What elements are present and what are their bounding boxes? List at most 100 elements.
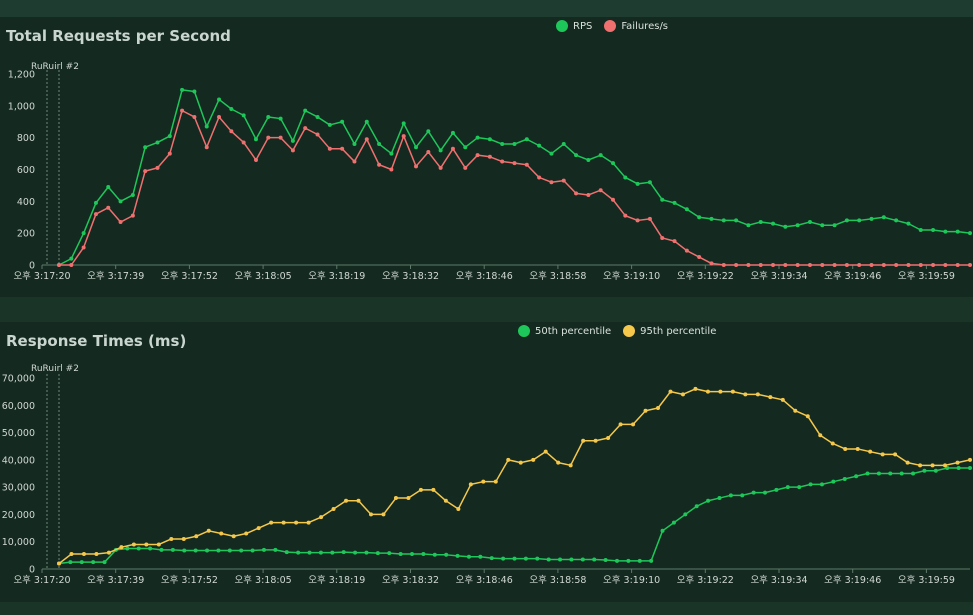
data-point bbox=[660, 528, 665, 533]
data-point bbox=[468, 482, 473, 487]
data-point bbox=[918, 227, 923, 232]
data-point bbox=[568, 463, 573, 468]
data-point bbox=[426, 149, 431, 154]
x-tick-label: 오후 3:17:52 bbox=[161, 575, 218, 586]
panel-separator bbox=[0, 297, 973, 322]
data-point bbox=[820, 263, 825, 267]
data-point bbox=[438, 148, 443, 153]
data-point bbox=[364, 137, 369, 142]
data-point bbox=[549, 151, 554, 156]
data-point bbox=[241, 113, 246, 118]
data-point bbox=[956, 466, 961, 471]
data-point bbox=[865, 471, 870, 476]
data-point bbox=[106, 205, 111, 210]
legend-item-50th[interactable]: 50th percentile bbox=[518, 325, 611, 337]
data-point bbox=[647, 180, 652, 185]
x-tick-label: 오후 3:19:34 bbox=[750, 575, 807, 586]
data-point bbox=[219, 531, 224, 536]
response-times-chart-svg: 0 10,000 20,000 30,000 40,000 50,000 60,000 70,… bbox=[2, 364, 972, 586]
data-point bbox=[131, 542, 136, 547]
data-point bbox=[734, 263, 739, 267]
data-point bbox=[780, 397, 785, 402]
data-point bbox=[192, 114, 197, 119]
x-tick-label: 오후 3:19:59 bbox=[898, 271, 955, 282]
data-point bbox=[81, 245, 86, 250]
data-point bbox=[734, 218, 739, 223]
data-point bbox=[340, 119, 345, 124]
x-tick-label: 오후 3:19:46 bbox=[824, 575, 881, 586]
data-point bbox=[57, 263, 61, 267]
data-point bbox=[69, 263, 74, 267]
data-point bbox=[697, 255, 702, 260]
legend-item-rps[interactable]: RPS bbox=[556, 20, 592, 32]
data-point bbox=[418, 487, 423, 492]
data-point bbox=[614, 558, 619, 563]
rps-chart-panel: Total Requests per Second RPS Failures/s… bbox=[0, 17, 973, 297]
data-point bbox=[136, 546, 141, 551]
data-point bbox=[273, 547, 278, 552]
y-tick-label: 60,000 bbox=[2, 401, 35, 412]
data-point bbox=[831, 479, 836, 484]
data-point bbox=[705, 389, 710, 394]
data-point bbox=[315, 132, 320, 137]
data-point bbox=[406, 496, 411, 501]
data-point bbox=[463, 145, 468, 150]
data-point bbox=[556, 460, 561, 465]
y-tick-label: 50,000 bbox=[2, 428, 35, 439]
data-point bbox=[68, 560, 73, 565]
data-point bbox=[204, 124, 209, 129]
x-tick-label: 오후 3:19:34 bbox=[750, 271, 807, 282]
data-point bbox=[344, 498, 349, 503]
data-point bbox=[709, 216, 714, 221]
chart-title: Response Times (ms) bbox=[6, 332, 187, 350]
data-point bbox=[857, 218, 862, 223]
data-point bbox=[93, 200, 98, 205]
data-point bbox=[955, 460, 960, 465]
data-point bbox=[869, 263, 874, 267]
x-tick-label: 오후 3:18:58 bbox=[529, 575, 586, 586]
data-point bbox=[377, 142, 382, 147]
data-point bbox=[156, 542, 161, 547]
legend-label: Failures/s bbox=[621, 20, 669, 32]
data-point bbox=[808, 482, 813, 487]
legend-item-95th[interactable]: 95th percentile bbox=[623, 325, 716, 337]
data-point bbox=[694, 504, 699, 509]
data-point bbox=[911, 471, 916, 476]
data-point bbox=[377, 162, 382, 167]
data-point bbox=[888, 471, 893, 476]
data-point bbox=[785, 485, 790, 490]
data-point bbox=[281, 520, 286, 525]
data-point bbox=[730, 389, 735, 394]
data-point bbox=[968, 457, 972, 462]
data-point bbox=[751, 490, 756, 495]
data-point bbox=[181, 536, 186, 541]
data-point bbox=[543, 449, 548, 454]
data-point bbox=[758, 220, 763, 225]
data-point bbox=[375, 551, 380, 556]
legend-item-failures[interactable]: Failures/s bbox=[604, 20, 668, 32]
data-point bbox=[414, 145, 419, 150]
data-point bbox=[830, 441, 835, 446]
data-point bbox=[340, 146, 345, 151]
data-point bbox=[487, 137, 492, 142]
data-point bbox=[558, 557, 563, 562]
data-point bbox=[364, 550, 369, 555]
data-point bbox=[426, 129, 431, 134]
data-point bbox=[331, 506, 336, 511]
legend-dot-icon bbox=[604, 20, 617, 32]
y-tick-label: 1,200 bbox=[8, 70, 35, 81]
data-point bbox=[626, 558, 631, 563]
x-tick-label: 오후 3:19:22 bbox=[677, 271, 734, 282]
legend-label: 50th percentile bbox=[535, 325, 612, 337]
y-tick-label: 10,000 bbox=[2, 537, 35, 548]
data-point bbox=[194, 534, 199, 539]
data-point bbox=[763, 490, 768, 495]
marker-label: RuRuirl #2 bbox=[31, 62, 79, 72]
x-tick-label: 오후 3:19:10 bbox=[603, 271, 660, 282]
legend-label: 95th percentile bbox=[640, 325, 717, 337]
data-point bbox=[755, 392, 760, 397]
data-point bbox=[261, 547, 266, 552]
data-point bbox=[580, 557, 585, 562]
data-point bbox=[500, 142, 505, 147]
data-point bbox=[922, 468, 927, 473]
